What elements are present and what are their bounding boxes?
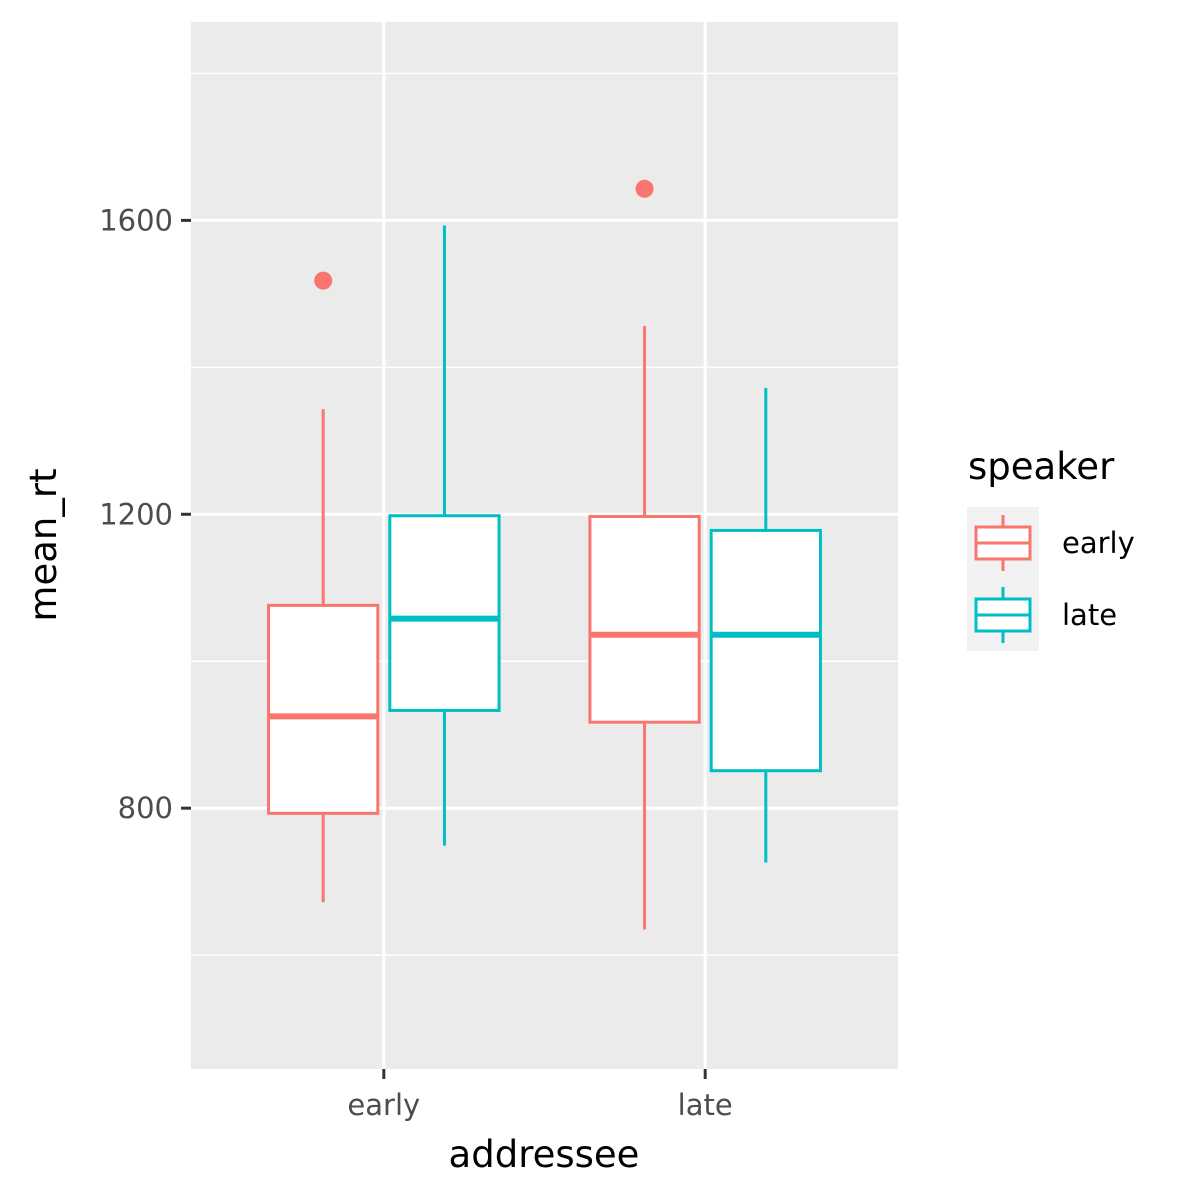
iqr-box	[267, 603, 380, 815]
y-axis: 800 1200 1600	[99, 203, 191, 825]
boxplot-early-speaker-late-addressee	[588, 179, 701, 930]
x-axis: early late	[347, 1069, 733, 1122]
x-axis-title: addressee	[449, 1133, 640, 1176]
legend-key-late	[967, 579, 1039, 651]
iqr-box	[588, 514, 701, 724]
legend-label-early: early	[1062, 526, 1135, 560]
outlier-point	[635, 179, 654, 198]
y-tick-label: 1200	[99, 497, 173, 531]
iqr-box	[709, 528, 822, 773]
legend-title: speaker	[968, 445, 1115, 488]
y-axis-title: mean_rt	[22, 468, 65, 621]
major-gridlines	[191, 22, 898, 1069]
legend-label-late: late	[1062, 598, 1117, 632]
x-tick-label: late	[678, 1088, 733, 1122]
outlier-point	[314, 271, 333, 290]
x-tick-label: early	[347, 1088, 420, 1122]
y-tick-label: 800	[118, 791, 173, 825]
legend-key-early	[967, 507, 1039, 579]
boxplots	[267, 179, 822, 930]
boxplot-early-speaker-early-addressee	[267, 271, 380, 903]
boxplot-late-speaker-early-addressee	[388, 225, 501, 846]
boxplot-late-speaker-late-addressee	[709, 387, 822, 863]
y-tick-label: 1600	[99, 203, 173, 237]
iqr-box	[388, 514, 501, 712]
legend: speaker early late	[967, 445, 1135, 651]
